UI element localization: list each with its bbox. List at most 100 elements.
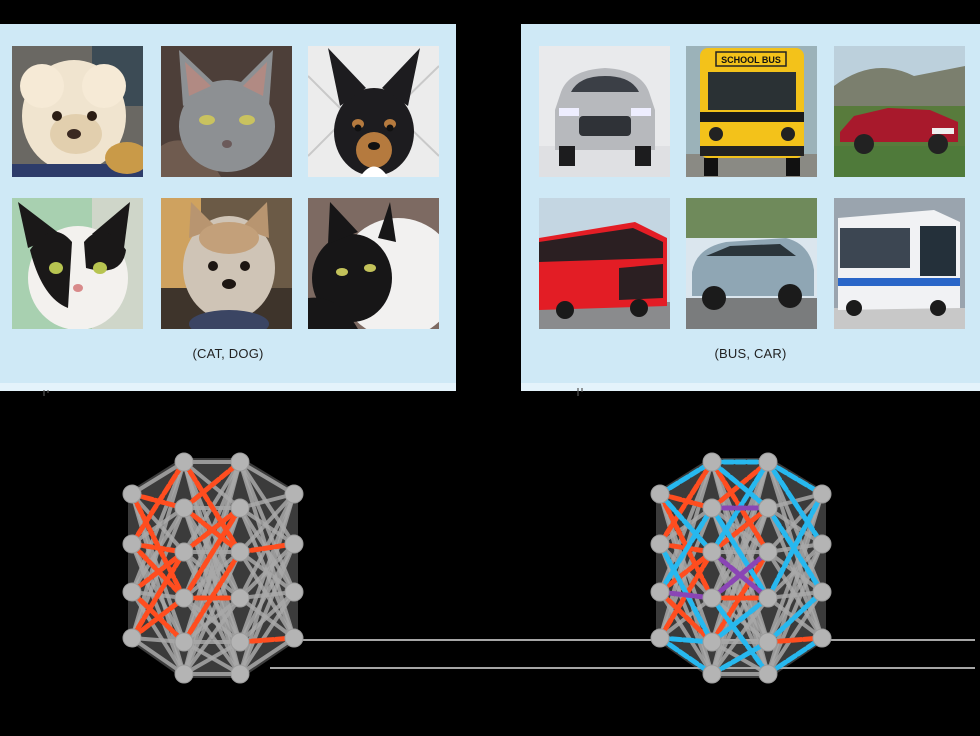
school-bus-photo: SCHOOL BUS [686, 46, 817, 177]
task-b-edge [709, 505, 771, 601]
task-a-edge [129, 459, 187, 547]
task-a-edge [129, 595, 187, 641]
task-b-edge [765, 491, 825, 601]
network-node [702, 452, 722, 472]
network-node [122, 628, 142, 648]
silver-suv-photo [539, 46, 670, 177]
panel-bottom-strip [0, 383, 456, 391]
network-edge [182, 460, 242, 676]
panel-bottom-strip [521, 383, 980, 391]
network-hull [128, 458, 298, 678]
network-edge [710, 460, 770, 676]
network-node [702, 542, 722, 562]
left-panel-marker [43, 390, 49, 396]
red-convertible-photo [834, 46, 965, 177]
network-node [122, 534, 142, 554]
gray-cat-photo [161, 46, 292, 177]
network-node [812, 628, 832, 648]
network-hull [656, 458, 826, 678]
network-edge [238, 506, 296, 546]
task-b-edge [709, 639, 771, 677]
task-a-edge [181, 505, 243, 555]
network-node [122, 582, 142, 602]
network-node [702, 664, 722, 684]
task-b-edge [657, 459, 715, 497]
network-node [174, 542, 194, 562]
network-node [174, 498, 194, 518]
blue-range-rover-photo [686, 198, 817, 329]
network-node [812, 582, 832, 602]
network-node [812, 484, 832, 504]
network-node [758, 542, 778, 562]
task-a-edge [657, 459, 715, 547]
network-node [758, 452, 778, 472]
network-node [758, 664, 778, 684]
network-edge [182, 550, 242, 676]
network-node [702, 632, 722, 652]
cat-dog-image-panel: (CAT, DOG) [0, 24, 456, 391]
network-edge [130, 460, 186, 496]
network-edge [238, 590, 296, 644]
task-a-edge [181, 505, 243, 601]
task-b-edge [765, 635, 825, 677]
network-edge [238, 542, 296, 676]
black-tan-dog-photo [308, 46, 439, 177]
task-b-edge [709, 459, 771, 511]
network-node [174, 632, 194, 652]
shared-edge [709, 549, 771, 601]
network-node [174, 588, 194, 608]
bus-car-image-panel: SCHOOL BUS [521, 24, 980, 391]
poodle-photo [12, 46, 143, 177]
task-b-edge [657, 635, 715, 677]
network-edge [238, 492, 296, 554]
task-a-edge [181, 549, 243, 645]
task-a-edge [709, 549, 771, 645]
network-edge [766, 506, 824, 546]
network-node [284, 534, 304, 554]
network-node [284, 628, 304, 648]
task-b-edge [709, 595, 771, 645]
network-node [650, 484, 670, 504]
network-edge [710, 550, 770, 676]
task-a-edge [709, 505, 771, 555]
network-edge [238, 542, 296, 644]
network-node [650, 628, 670, 648]
network-node [812, 534, 832, 554]
network-node [122, 484, 142, 504]
task-b-edge [765, 459, 825, 497]
task-a-edge [129, 549, 187, 641]
task-b-edge [765, 459, 825, 547]
network-node [650, 582, 670, 602]
task-b-edge [657, 505, 715, 595]
task-b-edge [709, 595, 771, 677]
task-a-edge [181, 459, 243, 555]
network-node [758, 498, 778, 518]
network-node [702, 588, 722, 608]
network-node [284, 484, 304, 504]
network-edge [130, 460, 186, 594]
network-edge [238, 460, 296, 496]
network-edge [130, 636, 186, 676]
network-edge [182, 640, 242, 676]
cat-dog-caption: (CAT, DOG) [192, 346, 264, 361]
bus-car-caption: (BUS, CAR) [714, 346, 787, 361]
network-node [230, 498, 250, 518]
school-bus-sign: SCHOOL BUS [721, 55, 781, 65]
network-node [230, 452, 250, 472]
tuxedo-cat-photo [308, 198, 439, 329]
network-edge [766, 542, 824, 644]
task-b-edge [657, 491, 715, 555]
network-edge [182, 596, 242, 676]
network-edge [766, 590, 824, 676]
network-node [174, 664, 194, 684]
task-a-edge [181, 459, 243, 511]
yorkie-photo [161, 198, 292, 329]
network-node [702, 498, 722, 518]
network-node [758, 632, 778, 652]
network-node [174, 452, 194, 472]
red-double-decker-photo [539, 198, 670, 329]
network-node [650, 534, 670, 554]
network-edge [238, 636, 296, 676]
network-node [230, 542, 250, 562]
network-node [284, 582, 304, 602]
